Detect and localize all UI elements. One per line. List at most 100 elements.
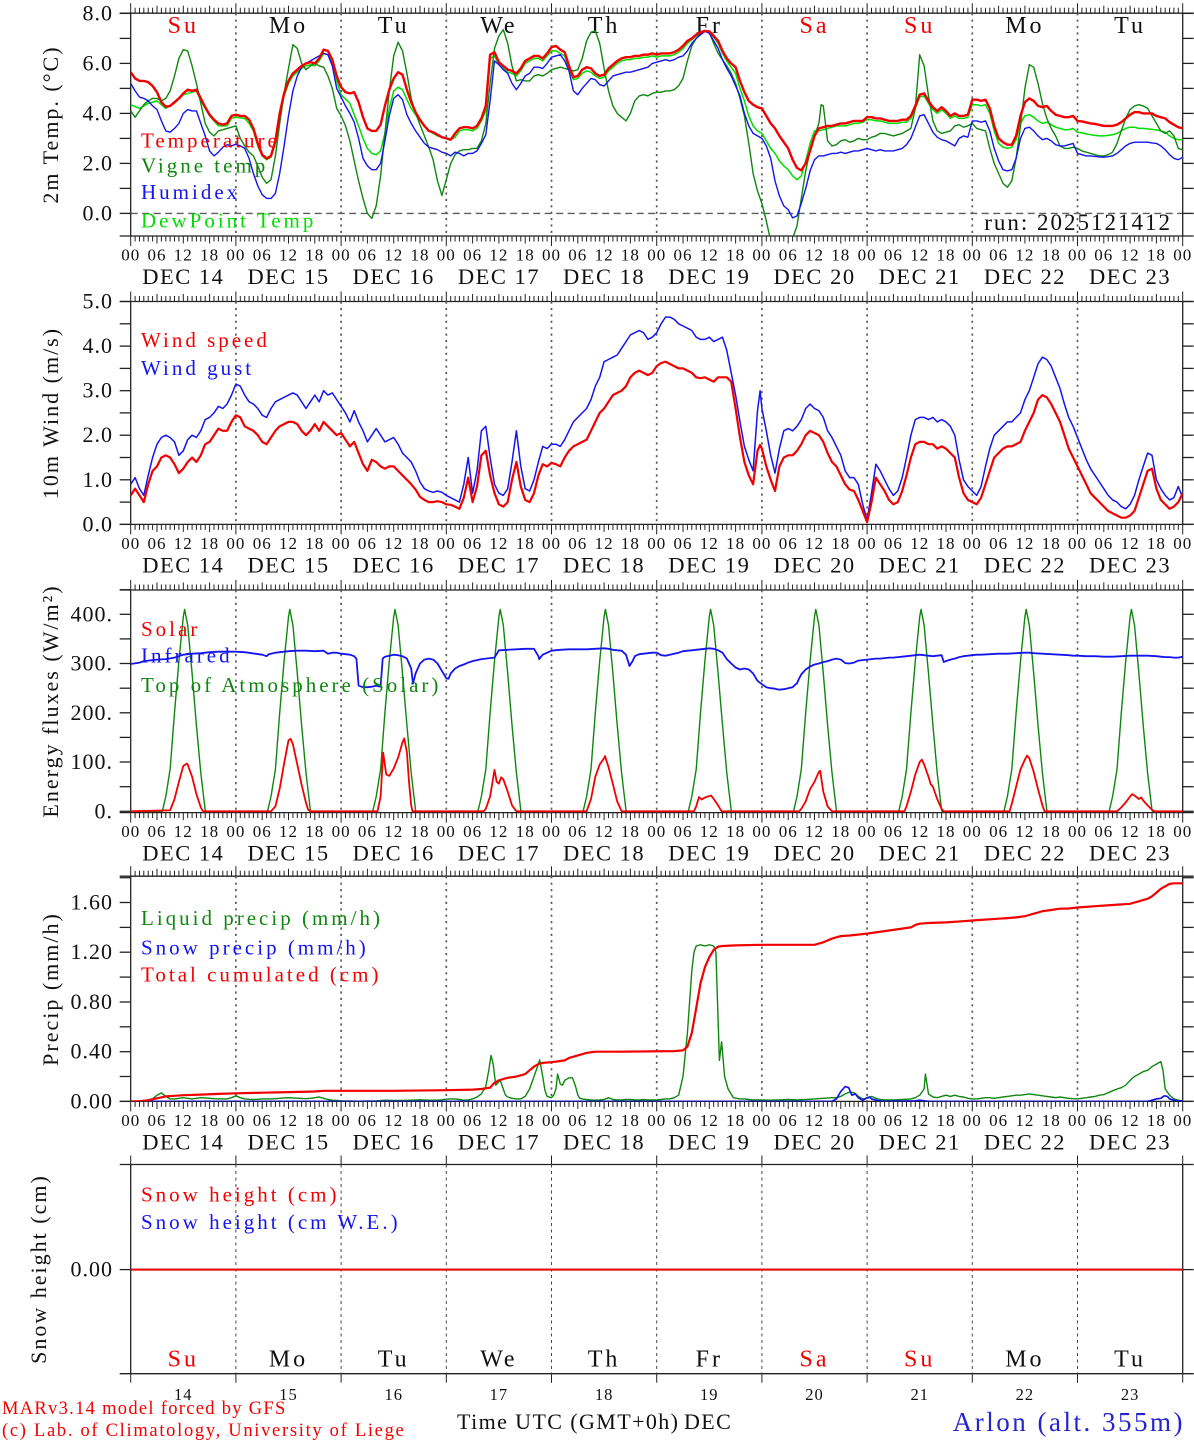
svg-text:12: 12: [384, 1111, 403, 1130]
svg-text:Fr: Fr: [696, 1347, 723, 1373]
svg-text:Vigne temp: Vigne temp: [141, 154, 268, 178]
svg-text:06: 06: [568, 534, 587, 553]
svg-text:00: 00: [647, 822, 666, 841]
svg-text:DewPoint Temp: DewPoint Temp: [141, 209, 316, 233]
svg-text:18: 18: [1042, 534, 1061, 553]
svg-text:22: 22: [1016, 1385, 1035, 1404]
svg-text:Tu: Tu: [378, 1347, 410, 1373]
svg-text:DEC 18: DEC 18: [563, 552, 645, 577]
svg-text:00: 00: [437, 534, 456, 553]
svg-text:Su: Su: [168, 1347, 199, 1373]
svg-text:06: 06: [779, 534, 798, 553]
svg-text:00: 00: [437, 246, 456, 265]
svg-text:0.: 0.: [95, 798, 114, 823]
svg-text:12: 12: [489, 1111, 508, 1130]
svg-text:06: 06: [1094, 246, 1113, 265]
svg-text:06: 06: [884, 534, 903, 553]
svg-text:00: 00: [858, 1111, 877, 1130]
svg-text:06: 06: [463, 1111, 482, 1130]
svg-text:DEC: DEC: [684, 1409, 732, 1434]
svg-text:06: 06: [358, 822, 377, 841]
svg-text:00: 00: [647, 1111, 666, 1130]
svg-text:Th: Th: [588, 13, 621, 39]
svg-text:12: 12: [279, 246, 298, 265]
svg-text:12: 12: [595, 246, 614, 265]
svg-text:4.0: 4.0: [83, 100, 114, 125]
svg-text:06: 06: [674, 1111, 693, 1130]
svg-text:1.0: 1.0: [83, 467, 114, 492]
svg-text:Th: Th: [588, 1347, 621, 1373]
svg-text:100.: 100.: [71, 749, 114, 774]
svg-text:00: 00: [963, 822, 982, 841]
svg-text:18: 18: [726, 246, 745, 265]
svg-text:12: 12: [805, 1111, 824, 1130]
svg-text:06: 06: [1094, 534, 1113, 553]
svg-text:3.0: 3.0: [83, 378, 114, 403]
svg-text:(c) Lab. of Climatology, Unive: (c) Lab. of Climatology, University of L…: [2, 1421, 405, 1440]
svg-text:DEC 18: DEC 18: [563, 841, 645, 866]
svg-text:06: 06: [568, 822, 587, 841]
svg-text:18: 18: [305, 822, 324, 841]
svg-text:Time UTC (GMT+0h): Time UTC (GMT+0h): [457, 1409, 679, 1434]
svg-text:18: 18: [831, 1111, 850, 1130]
svg-text:DEC 16: DEC 16: [353, 552, 435, 577]
svg-text:DEC 23: DEC 23: [1089, 1129, 1171, 1154]
svg-text:00: 00: [858, 246, 877, 265]
svg-text:18: 18: [937, 246, 956, 265]
svg-text:00: 00: [647, 246, 666, 265]
svg-text:Mo: Mo: [269, 1347, 308, 1373]
svg-text:00: 00: [1173, 534, 1192, 553]
svg-text:1.60: 1.60: [71, 890, 114, 915]
svg-text:DEC 15: DEC 15: [247, 264, 329, 289]
svg-text:23: 23: [1121, 1385, 1140, 1404]
svg-text:06: 06: [989, 822, 1008, 841]
svg-text:18: 18: [305, 1111, 324, 1130]
svg-text:00: 00: [542, 822, 561, 841]
svg-text:00: 00: [1173, 246, 1192, 265]
svg-text:Infrared: Infrared: [141, 644, 233, 668]
svg-text:5.0: 5.0: [83, 289, 114, 314]
svg-text:06: 06: [989, 1111, 1008, 1130]
svg-text:12: 12: [805, 246, 824, 265]
svg-text:6.0: 6.0: [83, 50, 114, 75]
svg-text:17: 17: [490, 1385, 509, 1404]
svg-text:12: 12: [174, 1111, 193, 1130]
svg-text:18: 18: [595, 1385, 614, 1404]
svg-text:16: 16: [384, 1385, 403, 1404]
svg-text:DEC 20: DEC 20: [773, 264, 855, 289]
svg-text:12: 12: [595, 534, 614, 553]
svg-text:DEC 23: DEC 23: [1089, 264, 1171, 289]
svg-text:00: 00: [858, 534, 877, 553]
svg-text:DEC 22: DEC 22: [984, 1129, 1066, 1154]
svg-text:06: 06: [358, 1111, 377, 1130]
svg-text:200.: 200.: [71, 700, 114, 725]
svg-text:00: 00: [226, 246, 245, 265]
svg-text:DEC 21: DEC 21: [879, 552, 961, 577]
svg-text:Solar: Solar: [141, 617, 200, 641]
svg-text:06: 06: [358, 246, 377, 265]
svg-text:Su: Su: [904, 1347, 935, 1373]
svg-text:DEC 23: DEC 23: [1089, 552, 1171, 577]
svg-text:12: 12: [595, 822, 614, 841]
svg-text:06: 06: [1094, 1111, 1113, 1130]
svg-text:Su: Su: [168, 13, 199, 39]
svg-text:15: 15: [279, 1385, 298, 1404]
svg-text:Temperature: Temperature: [141, 129, 280, 153]
svg-text:Tu: Tu: [1114, 1347, 1146, 1373]
svg-text:MARv3.14 model forced by GFS: MARv3.14 model forced by GFS: [2, 1399, 287, 1419]
svg-text:06: 06: [674, 534, 693, 553]
svg-text:21: 21: [910, 1385, 929, 1404]
svg-text:18: 18: [516, 534, 535, 553]
svg-text:00: 00: [121, 246, 140, 265]
svg-text:DEC 17: DEC 17: [458, 841, 540, 866]
svg-text:06: 06: [463, 246, 482, 265]
svg-text:00: 00: [542, 1111, 561, 1130]
svg-text:06: 06: [148, 534, 167, 553]
svg-text:2.0: 2.0: [83, 150, 114, 175]
svg-text:12: 12: [1121, 1111, 1140, 1130]
svg-text:12: 12: [384, 246, 403, 265]
svg-text:00: 00: [752, 534, 771, 553]
svg-text:300.: 300.: [71, 651, 114, 676]
svg-text:Precip (mm/h): Precip (mm/h): [38, 912, 63, 1066]
svg-text:DEC 20: DEC 20: [773, 1129, 855, 1154]
